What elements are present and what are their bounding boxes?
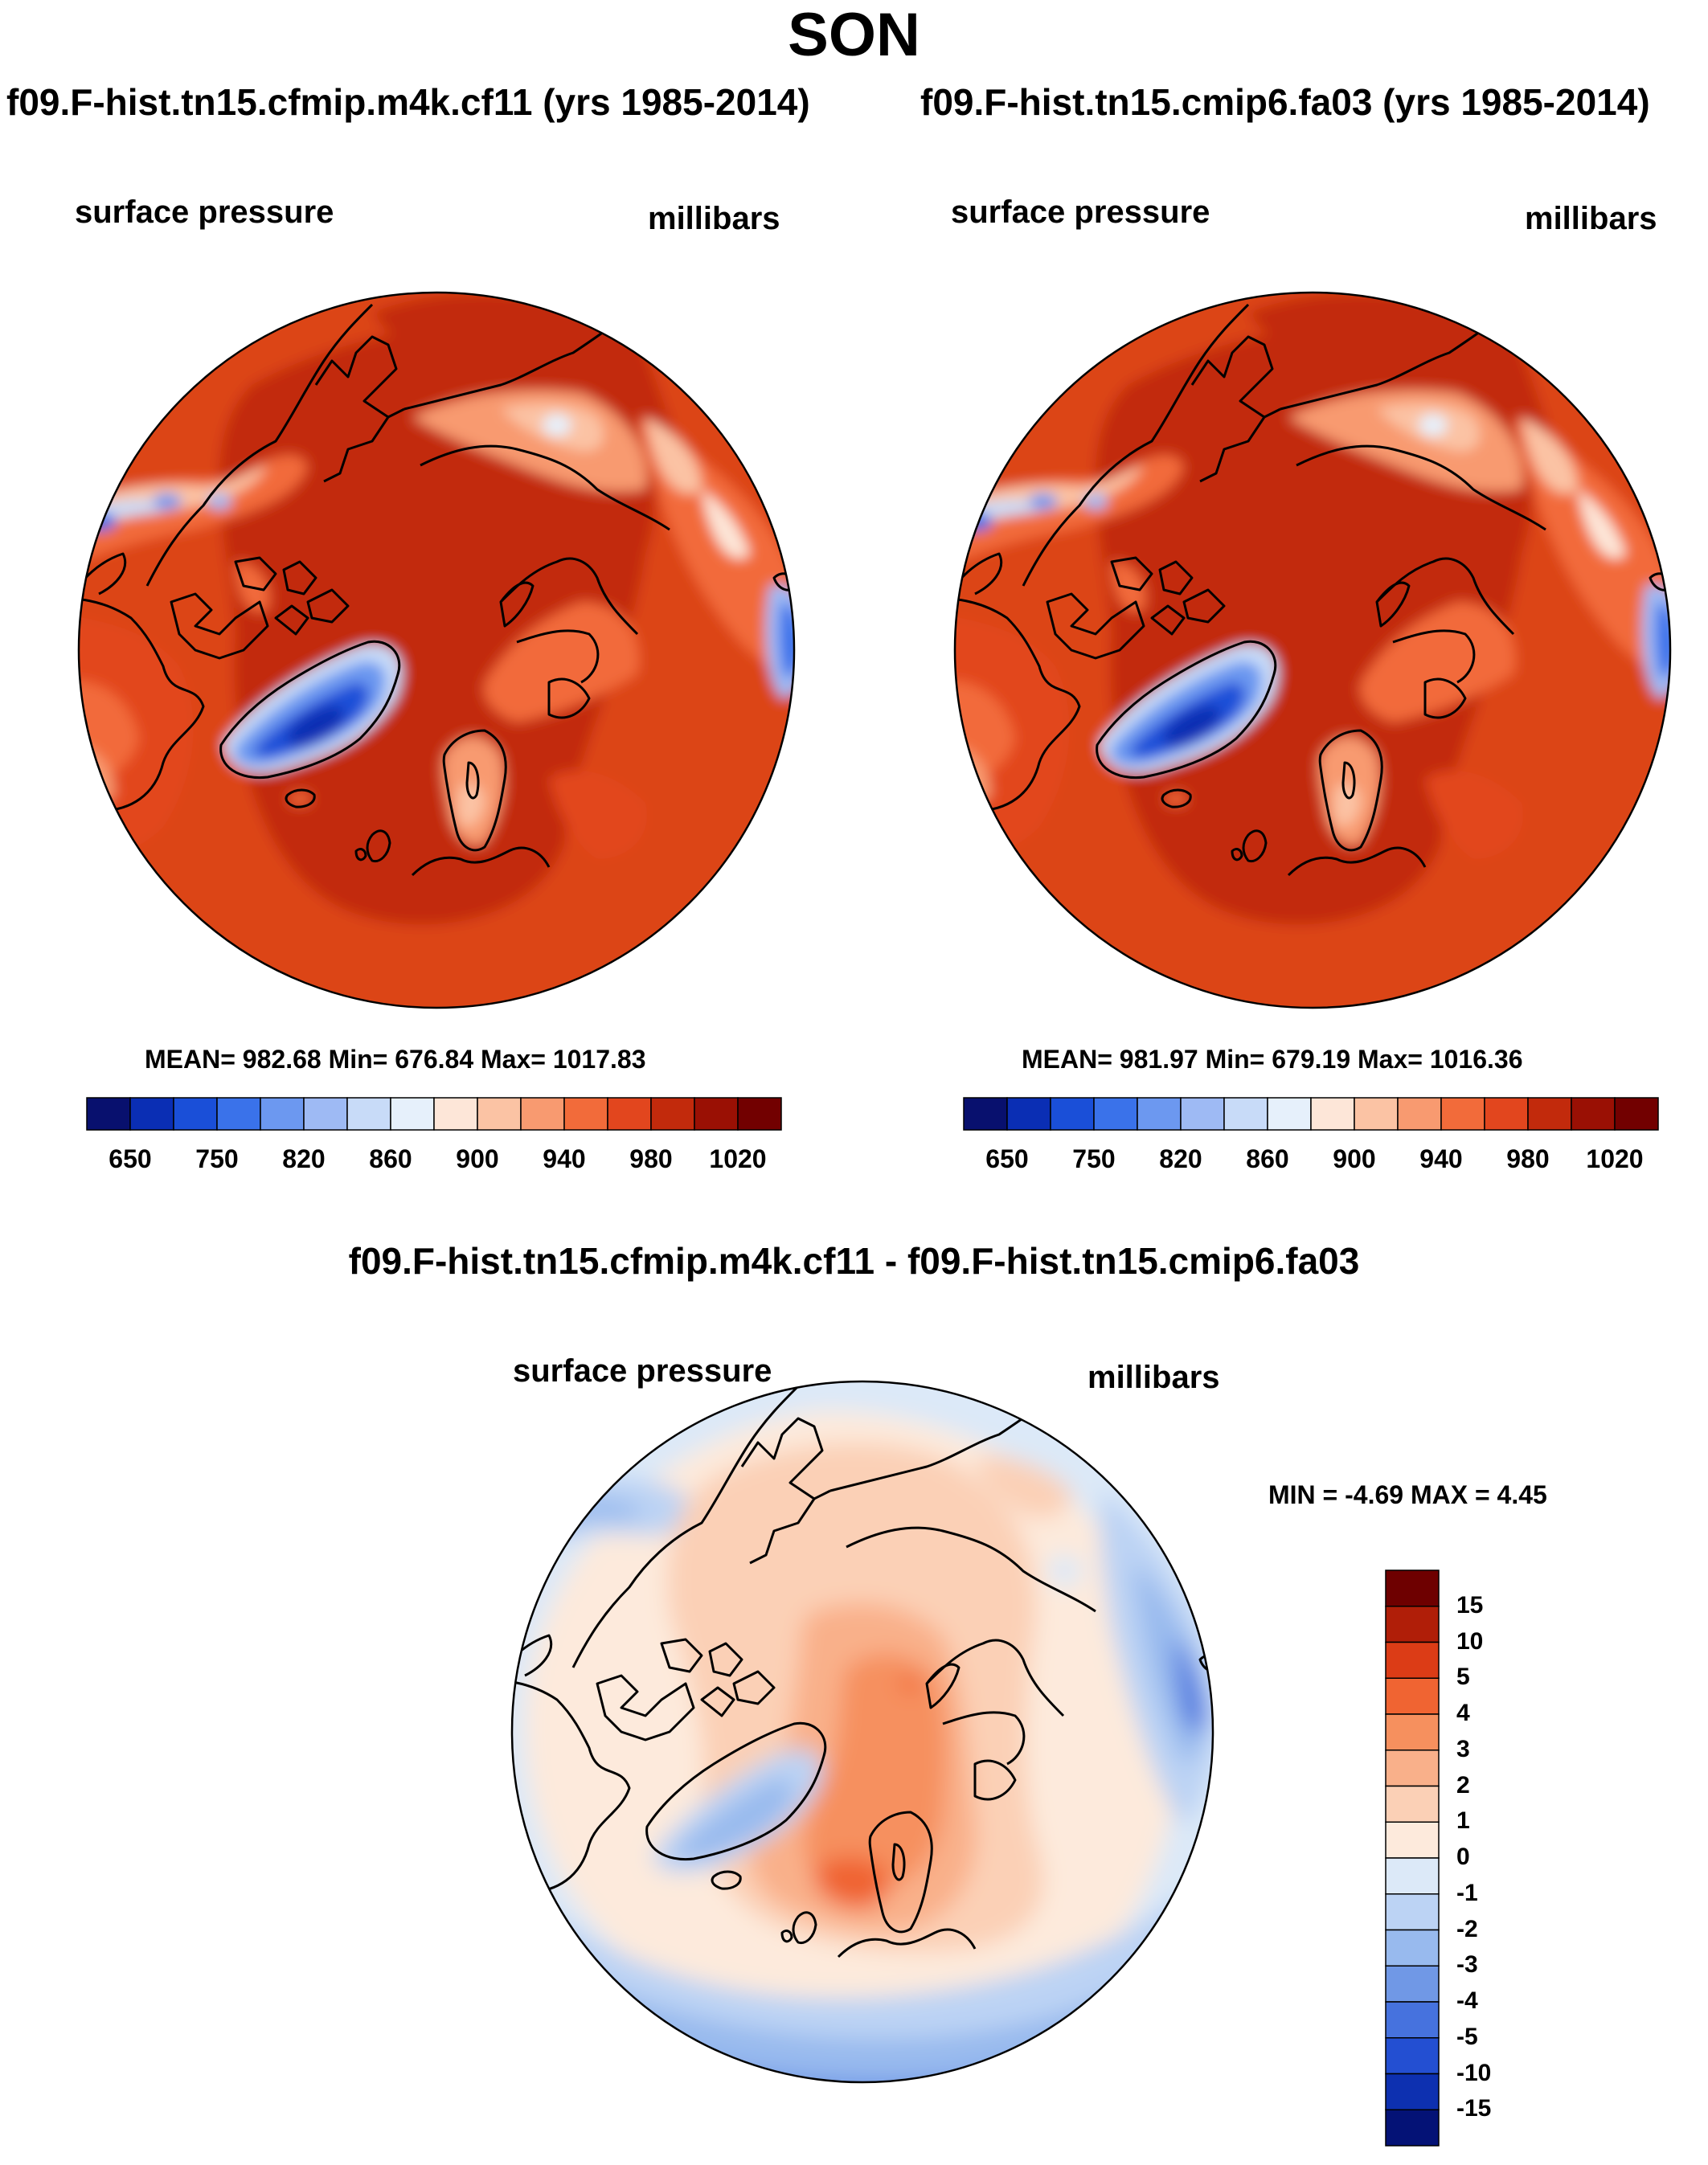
diff-colorbar-tick-label: 5 xyxy=(1456,1664,1470,1691)
left-variable-label: surface pressure xyxy=(75,194,334,230)
diff-colorbar-tick-label: 0 xyxy=(1456,1844,1470,1870)
diff-colorbar-tick-label: 4 xyxy=(1456,1700,1470,1726)
right-colorbar-tick-label: 980 xyxy=(1506,1144,1550,1173)
right-colorbar-swatch xyxy=(1267,1097,1312,1131)
diff-colorbar-swatch xyxy=(1385,2109,1440,2147)
left-panel-title: f09.F-hist.tn15.cfmip.m4k.cf11 (yrs 1985… xyxy=(6,81,810,123)
diff-colorbar-tick-label: 10 xyxy=(1456,1627,1484,1655)
right-colorbar-tick-label: 900 xyxy=(1333,1144,1376,1173)
right-panel-title: f09.F-hist.tn15.cmip6.fa03 (yrs 1985-201… xyxy=(920,81,1650,123)
left-colorbar-swatch xyxy=(129,1097,174,1131)
left-colorbar-tick-label: 980 xyxy=(629,1144,673,1173)
right-colorbar-swatch xyxy=(1527,1097,1572,1131)
right-colorbar-swatch xyxy=(1093,1097,1138,1131)
diff-colorbar-swatch xyxy=(1385,1570,1440,1607)
left-polar-map xyxy=(77,291,796,1009)
diff-colorbar-tick-label: 2 xyxy=(1456,1771,1470,1799)
right-colorbar-tick-label: 940 xyxy=(1419,1144,1463,1173)
figure-title: SON xyxy=(788,1,920,69)
diff-colorbar-tick-label: -4 xyxy=(1456,1987,1478,2014)
diff-colorbar-tick-label: -5 xyxy=(1456,2023,1478,2050)
right-colorbar-swatch xyxy=(1180,1097,1225,1131)
right-colorbar-swatch xyxy=(1137,1097,1182,1131)
left-colorbar-swatch xyxy=(216,1097,261,1131)
left-stats-text: MEAN= 982.68 Min= 676.84 Max= 1017.83 xyxy=(145,1045,646,1074)
right-colorbar-swatch xyxy=(1440,1097,1485,1131)
left-colorbar-swatch xyxy=(737,1097,782,1131)
diff-colorbar-tick-label: 1 xyxy=(1456,1807,1470,1835)
difference-panel-title: f09.F-hist.tn15.cfmip.m4k.cf11 - f09.F-h… xyxy=(348,1240,1360,1282)
diff-colorbar-tick-label: -1 xyxy=(1456,1879,1478,1906)
left-colorbar-tick-label: 650 xyxy=(109,1144,152,1173)
left-colorbar-swatch xyxy=(390,1097,435,1131)
diff-colorbar-swatch xyxy=(1385,1857,1440,1895)
diff-colorbar-swatch xyxy=(1385,1929,1440,1967)
diff-colorbar-swatch xyxy=(1385,1713,1440,1751)
right-colorbar-swatch xyxy=(1310,1097,1355,1131)
right-polar-map xyxy=(953,291,1672,1009)
left-colorbar-tick-label: 820 xyxy=(282,1144,326,1173)
left-colorbar-swatch xyxy=(650,1097,695,1131)
right-stats-text: MEAN= 981.97 Min= 679.19 Max= 1016.36 xyxy=(1022,1045,1523,1074)
right-colorbar-swatch xyxy=(1223,1097,1268,1131)
diff-colorbar-swatch xyxy=(1385,2001,1440,2039)
left-colorbar-swatch xyxy=(303,1097,348,1131)
diff-colorbar-tick-label: 15 xyxy=(1456,1591,1484,1619)
diff-colorbar-tick-label: -2 xyxy=(1456,1915,1478,1942)
diff-colorbar-swatch xyxy=(1385,1677,1440,1715)
left-colorbar-swatch xyxy=(607,1097,652,1131)
right-colorbar-swatch xyxy=(1050,1097,1095,1131)
diff-colorbar xyxy=(1385,1570,1440,2147)
left-colorbar xyxy=(86,1097,782,1131)
diff-colorbar-swatch xyxy=(1385,1893,1440,1931)
diff-colorbar-swatch xyxy=(1385,1606,1440,1643)
diff-colorbar-swatch xyxy=(1385,1785,1440,1823)
right-colorbar-swatch xyxy=(1006,1097,1051,1131)
left-colorbar-tick-label: 1020 xyxy=(709,1144,767,1173)
right-colorbar-tick-label: 1020 xyxy=(1586,1144,1644,1173)
right-colorbar-swatch xyxy=(1354,1097,1399,1131)
right-variable-label: surface pressure xyxy=(951,194,1210,230)
diff-colorbar-swatch xyxy=(1385,1750,1440,1787)
left-colorbar-tick-label: 860 xyxy=(369,1144,412,1173)
left-colorbar-swatch xyxy=(346,1097,391,1131)
right-colorbar-tick-label: 650 xyxy=(985,1144,1029,1173)
left-colorbar-swatch xyxy=(86,1097,131,1131)
left-colorbar-tick-label: 900 xyxy=(456,1144,499,1173)
diff-units-label: millibars xyxy=(1087,1360,1220,1395)
left-colorbar-tick-label: 750 xyxy=(195,1144,239,1173)
left-colorbar-swatch xyxy=(433,1097,478,1131)
diff-colorbar-swatch xyxy=(1385,2073,1440,2110)
right-colorbar-swatch xyxy=(1614,1097,1659,1131)
right-units-label: millibars xyxy=(1525,201,1657,236)
right-colorbar-swatch xyxy=(963,1097,1008,1131)
diff-colorbar-swatch xyxy=(1385,1821,1440,1859)
diff-variable-label: surface pressure xyxy=(513,1353,772,1389)
diff-colorbar-tick-label: -3 xyxy=(1456,1951,1478,1979)
diff-colorbar-swatch xyxy=(1385,1965,1440,2003)
diff-colorbar-swatch xyxy=(1385,1641,1440,1679)
left-colorbar-swatch xyxy=(694,1097,739,1131)
left-units-label: millibars xyxy=(648,201,780,236)
diff-min-max-text: MIN = -4.69 MAX = 4.45 xyxy=(1268,1480,1547,1509)
diff-colorbar-tick-label: 3 xyxy=(1456,1735,1470,1762)
left-colorbar-swatch xyxy=(173,1097,218,1131)
left-colorbar-swatch xyxy=(477,1097,522,1131)
right-colorbar xyxy=(963,1097,1659,1131)
right-colorbar-swatch xyxy=(1397,1097,1442,1131)
right-colorbar-tick-label: 860 xyxy=(1246,1144,1289,1173)
right-colorbar-tick-label: 750 xyxy=(1072,1144,1116,1173)
diff-colorbar-swatch xyxy=(1385,2037,1440,2075)
left-colorbar-tick-label: 940 xyxy=(543,1144,586,1173)
right-colorbar-tick-label: 820 xyxy=(1159,1144,1202,1173)
left-colorbar-swatch xyxy=(563,1097,608,1131)
left-colorbar-swatch xyxy=(520,1097,565,1131)
diff-colorbar-tick-label: -10 xyxy=(1456,2059,1492,2086)
diff-colorbar-tick-label: -15 xyxy=(1456,2095,1492,2122)
